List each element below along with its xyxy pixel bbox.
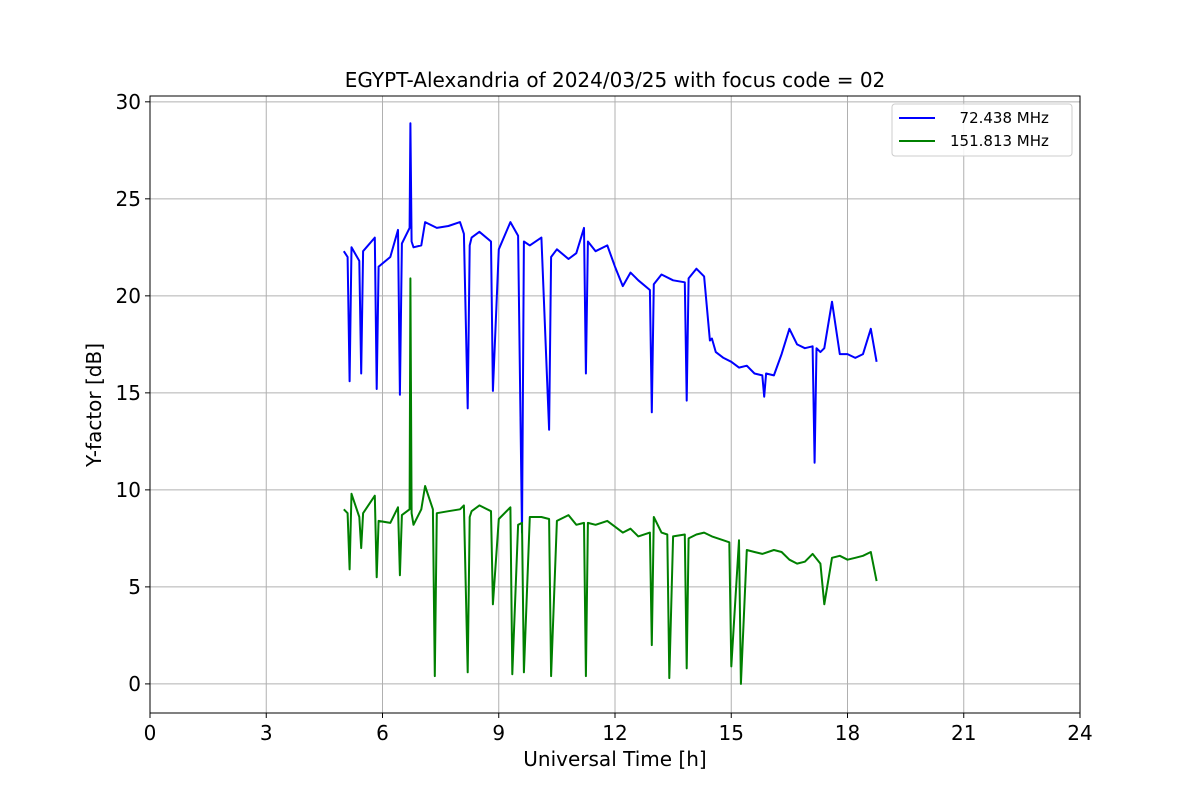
y-tick-label: 30 [116,90,141,114]
series-layer [342,122,878,685]
x-tick-label: 24 [1067,721,1092,745]
legend-box [891,103,1073,157]
legend-label-72mhz: 72.438 MHz [950,109,1049,127]
x-axis-label: Universal Time [h] [523,747,706,771]
y-tick-label: 5 [128,575,141,599]
x-tick-label: 9 [492,721,505,745]
series-line-151mhz [343,277,878,685]
x-tick-label: 12 [602,721,627,745]
chart-title: EGYPT-Alexandria of 2024/03/25 with focu… [345,68,886,92]
y-tick-label: 25 [116,187,141,211]
y-tick-label: 15 [116,381,141,405]
x-tick-label: 0 [144,721,157,745]
x-tick-label: 3 [260,721,273,745]
y-tick-label: 20 [116,284,141,308]
y-tick-label: 0 [128,672,141,696]
x-tick-label: 18 [835,721,860,745]
y-axis-label: Y-factor [dB] [82,343,106,468]
y-tick-label: 10 [116,478,141,502]
x-axis: 0 3 6 9 12 15 18 21 24 [144,713,1093,745]
legend-label-151mhz: 151.813 MHz [950,132,1049,150]
legend: 72.438 MHz 151.813 MHz [891,103,1073,157]
x-tick-label: 15 [719,721,744,745]
x-tick-label: 6 [376,721,389,745]
series-line-72mhz [342,122,878,534]
x-tick-label: 21 [951,721,976,745]
y-axis: 0 5 10 15 20 25 30 [116,90,150,696]
